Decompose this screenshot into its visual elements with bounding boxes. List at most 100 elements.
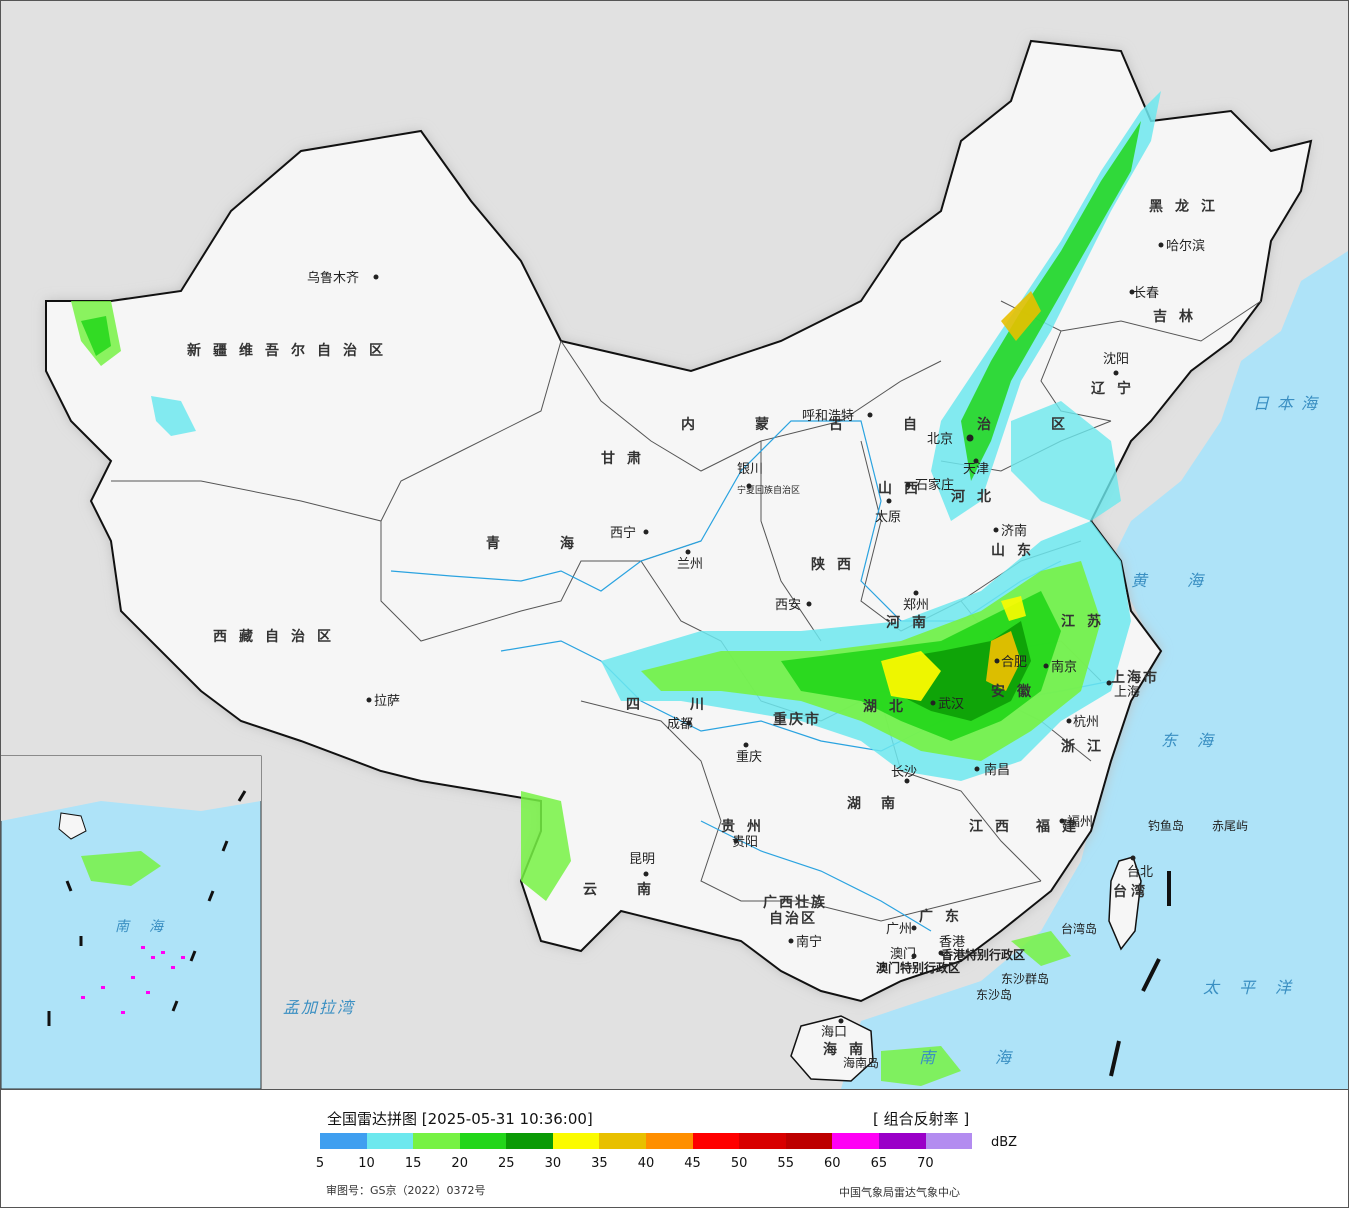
colorbar-swatch-5: [552, 1133, 600, 1149]
city-beijing: 北京: [927, 432, 953, 447]
label-hainan: 海南: [823, 1041, 875, 1058]
label-hebei: 河北: [951, 488, 1003, 505]
colorbar-swatch-10: [785, 1133, 833, 1149]
dbz-unit: dBZ: [991, 1135, 1018, 1150]
label-fujian: 福建: [1035, 818, 1088, 835]
city-nanning: 南宁: [796, 934, 822, 950]
city-haikou: 海口: [821, 1025, 847, 1040]
city-shijiazhuang: 石家庄: [915, 477, 954, 493]
label-shanghai: 上海市: [1111, 669, 1159, 686]
south-china-sea-inset: [1, 755, 262, 1089]
product-name: [ 组合反射率 ]: [873, 1110, 970, 1128]
colorbar-swatch-2: [413, 1133, 460, 1149]
label-hunan: 湖南: [847, 795, 915, 812]
city-dots: [366, 242, 1164, 1024]
label-jilin: 吉林: [1153, 308, 1205, 325]
city-taibei: 台北: [1127, 865, 1153, 880]
city-fuzhou: 福州: [1067, 815, 1093, 830]
label-shaanxi: 陕西: [811, 556, 863, 573]
label-sichuan: 四川: [626, 697, 754, 713]
island-dongshaqundao: 东沙群岛: [1001, 971, 1049, 986]
city-taiyuan: 太原: [875, 510, 901, 525]
city-guiyang: 贵阳: [732, 835, 758, 850]
label-zhejiang: 浙江: [1061, 738, 1113, 755]
map-approval-number: 审图号：GS京（2022）0372号: [326, 1184, 486, 1197]
inset-sea-nanhai: 南海: [115, 919, 183, 935]
city-nanchang: 南昌: [984, 762, 1010, 778]
city-urumqi: 乌鲁木齐: [307, 270, 359, 286]
label-gansu: 甘肃: [601, 450, 653, 467]
label-ningxia: 宁夏回族自治区: [737, 484, 800, 496]
colorbar-swatch-7: [646, 1133, 693, 1149]
dash-lines: [1109, 871, 1171, 1077]
city-shenyang: 沈阳: [1103, 352, 1129, 367]
colorbar-tick-9: 50: [730, 1156, 748, 1171]
island-hainandao: 海南岛: [843, 1055, 879, 1070]
city-chongqing: 重庆: [736, 749, 762, 765]
city-zhengzhou: 郑州: [903, 598, 929, 613]
organization-name: 中国气象局雷达气象中心: [839, 1186, 960, 1199]
city-kunming: 昆明: [629, 852, 655, 867]
city-wuhan: 武汉: [938, 697, 964, 712]
label-taiwan: 台湾: [1113, 883, 1149, 900]
city-nanjing: 南京: [1051, 659, 1077, 675]
sea-mengjialawan: 孟加拉湾: [283, 998, 356, 1017]
label-chongqing: 重庆市: [773, 711, 821, 728]
label-jiangsu: 江苏: [1061, 613, 1113, 630]
colorbar-tick-2: 15: [404, 1156, 422, 1171]
city-shanghai: 上海: [1114, 685, 1140, 700]
colorbar-swatch-13: [925, 1133, 973, 1149]
colorbar-tick-7: 40: [637, 1156, 655, 1171]
label-henan: 河南: [886, 614, 938, 631]
city-hefei: 合肥: [1001, 655, 1027, 670]
label-hongkong: 香港特别行政区: [940, 947, 1025, 962]
colorbar-swatch-6: [599, 1133, 647, 1149]
colorbar-tick-5: 30: [544, 1156, 562, 1171]
city-aomen: 澳门: [890, 946, 916, 962]
sea-donghai: 东海: [1161, 731, 1233, 750]
city-haerbin: 哈尔滨: [1166, 238, 1205, 254]
label-anhui: 安徽: [991, 683, 1043, 700]
colorbar-swatch-4: [506, 1133, 553, 1149]
city-chengdu: 成都: [667, 717, 693, 732]
label-jiangxi: 江西: [969, 818, 1021, 835]
label-xinjiang: 新疆维吾尔自治区: [187, 342, 395, 359]
island-taiwandao: 台湾岛: [1061, 921, 1097, 936]
colorbar-swatch-3: [459, 1133, 507, 1149]
sea-nanhai: 南海: [919, 1048, 1071, 1067]
city-hangzhou: 杭州: [1073, 715, 1099, 730]
label-yunnan: 云南: [583, 881, 691, 898]
dbz-ticks: 5 10 15 20 25 30 35 40 45 50 55 60 65 70: [316, 1156, 972, 1174]
taiwan-island: [1108, 856, 1142, 951]
label-shandong: 山东: [991, 542, 1043, 559]
label-guangdong: 广东: [919, 908, 971, 925]
colorbar-tick-3: 20: [451, 1156, 468, 1171]
label-xizang: 西藏自治区: [213, 628, 343, 645]
radar-echoes: [71, 91, 1161, 1086]
city-changchun: 长春: [1133, 286, 1159, 301]
city-guangzhou: 广州: [886, 922, 912, 937]
city-tianjin: 天津: [963, 462, 989, 477]
colorbar-swatch-9: [739, 1133, 786, 1149]
city-xianggang: 香港: [939, 935, 965, 950]
colorbar-tick-8: 45: [684, 1156, 701, 1171]
mosaic-title: 全国雷达拼图 [2025-05-31 10:36:00]: [327, 1110, 593, 1128]
dbz-colorbar: [320, 1133, 973, 1149]
label-neimenggu: 内蒙古自治区: [681, 416, 1125, 433]
city-lanzhou: 兰州: [677, 557, 703, 572]
legend-panel: 全国雷达拼图 [2025-05-31 10:36:00] [ 组合反射率 ] 5…: [1, 1089, 1348, 1207]
colorbar-tick-1: 10: [358, 1156, 375, 1171]
colorbar-tick-13: 70: [917, 1156, 934, 1171]
island-diaoyudao: 钓鱼岛: [1148, 818, 1184, 833]
china-radar-map: 新疆维吾尔自治区 西藏自治区 青海 甘肃 内蒙古自治区 黑龙江 吉林 辽宁 河北…: [1, 1, 1348, 1089]
hainan-island: [790, 1015, 874, 1082]
city-xian: 西安: [775, 598, 801, 613]
island-chiweiyu: 赤尾屿: [1212, 819, 1248, 833]
label-macau: 澳门特别行政区: [876, 960, 960, 975]
colorbar-swatch-12: [878, 1133, 926, 1149]
label-qinghai: 青海: [486, 535, 634, 552]
label-guizhou: 贵州: [721, 818, 773, 835]
island-dongshadao: 东沙岛: [976, 987, 1012, 1002]
colorbar-tick-6: 35: [591, 1156, 608, 1171]
